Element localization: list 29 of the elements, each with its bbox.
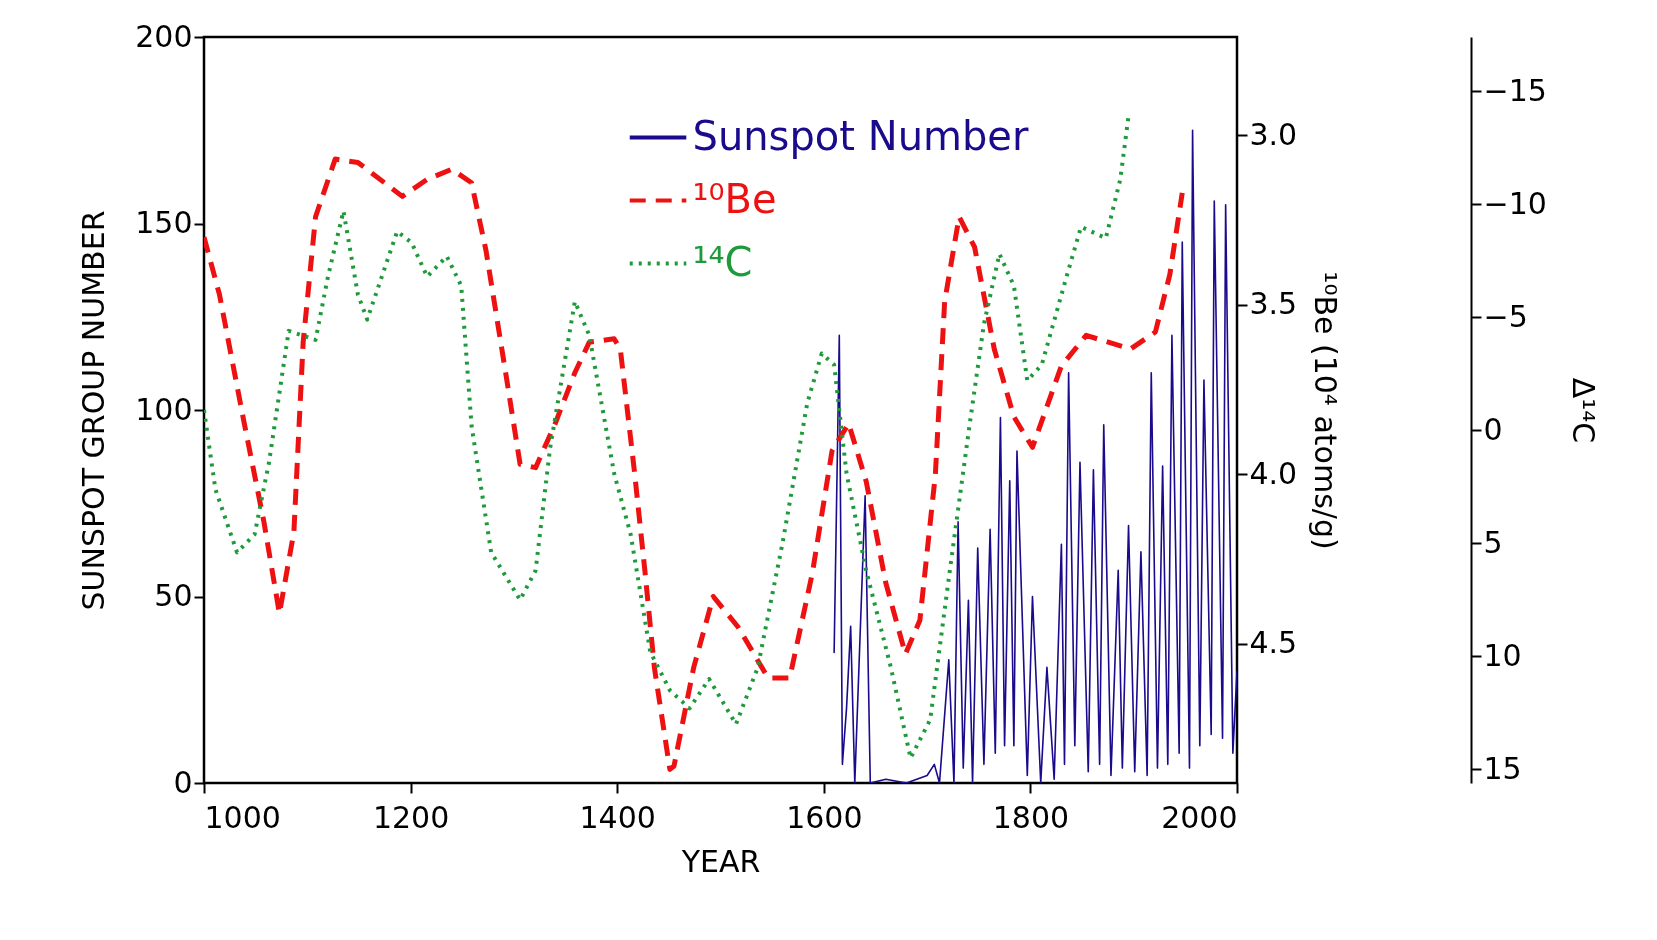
x-tick-label: 2000 (1161, 799, 1238, 835)
y3-tick-label: 10 (1483, 637, 1522, 673)
y2-tick-label: 3.0 (1249, 116, 1298, 152)
y3-tick-label: 0 (1483, 411, 1503, 447)
y3-tick-label: 15 (1483, 750, 1522, 786)
y-tick-label: 0 (173, 764, 193, 800)
y-tick-label: 100 (135, 391, 193, 427)
legend-label: Sunspot Number (692, 112, 1029, 159)
x-axis-title: YEAR (680, 843, 761, 879)
y3-tick-label: −10 (1483, 185, 1547, 221)
y3-tick-label: −5 (1483, 298, 1528, 334)
y3-tick-label: −15 (1483, 72, 1547, 108)
x-tick-label: 1600 (786, 799, 863, 835)
legend-label: ¹⁰Be (692, 175, 777, 222)
y2-tick-label: 4.0 (1249, 455, 1298, 491)
y3-tick-label: 5 (1483, 524, 1503, 560)
y-tick-label: 200 (135, 18, 193, 54)
y2-tick-label: 4.5 (1249, 625, 1298, 661)
x-tick-label: 1800 (992, 799, 1070, 835)
y-axis-title: SUNSPOT GROUP NUMBER (76, 210, 112, 611)
y-tick-label: 50 (154, 578, 193, 613)
x-tick-label: 1400 (579, 799, 656, 835)
y2-tick-label: 3.5 (1249, 286, 1298, 322)
y3-axis-title: Δ¹⁴C (1565, 377, 1601, 444)
x-tick-label: 1000 (204, 799, 281, 835)
x-tick-label: 1200 (372, 799, 450, 835)
y2-axis-title: ¹⁰Be (10⁴ atoms/g) (1308, 271, 1344, 550)
legend-label: ¹⁴C (692, 238, 753, 285)
y-tick-label: 150 (135, 205, 193, 240)
